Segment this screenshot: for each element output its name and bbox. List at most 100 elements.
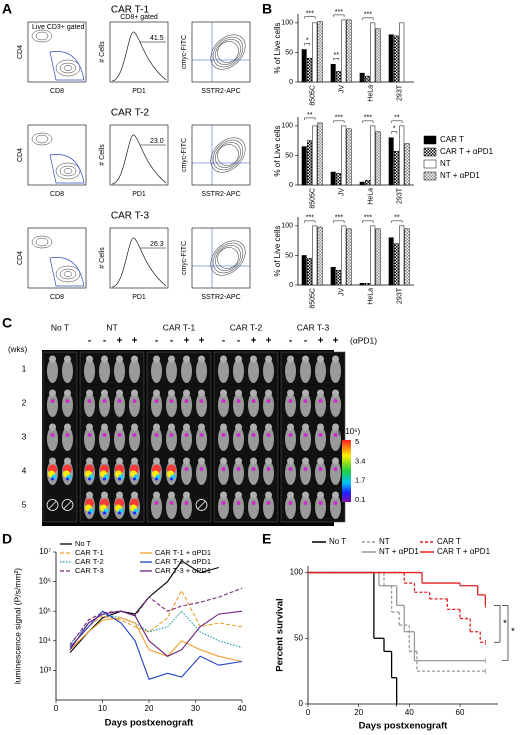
x-tick-label: 40: [238, 704, 247, 713]
pd1-percent: 23.0: [150, 138, 164, 145]
week-label: 3: [22, 431, 27, 441]
mouse-head: [287, 355, 294, 363]
signal: [184, 433, 189, 437]
axis-label: CD4: [17, 45, 24, 59]
gate: [49, 50, 85, 81]
bar: [364, 75, 370, 83]
panel-label: C: [2, 315, 12, 331]
signal: [266, 399, 271, 403]
signal: [184, 399, 189, 403]
mouse-head: [198, 423, 205, 431]
legend-label: No T: [75, 539, 92, 548]
mouse-head: [332, 389, 339, 397]
mouse: [218, 427, 229, 451]
signal: [303, 433, 308, 437]
x-tick-label: 20: [145, 704, 154, 713]
legend-label: NT + αPD1: [440, 171, 480, 180]
y-tick-label: 10⁷: [39, 547, 51, 556]
mouse: [248, 359, 259, 383]
x-tick-label: 40: [405, 708, 414, 717]
bar: [317, 122, 323, 186]
histogram: [111, 31, 167, 82]
mouse: [84, 359, 95, 383]
bar: [317, 226, 323, 286]
mouse-head: [153, 423, 160, 431]
mouse-head: [265, 457, 272, 465]
mouse-head: [265, 491, 272, 499]
sig-label: *: [511, 626, 515, 637]
contour: [210, 137, 246, 173]
y-tick-label: 100: [281, 223, 293, 230]
contour: [212, 242, 244, 274]
pd1-percent: 26.3: [150, 241, 164, 248]
signal: [333, 501, 338, 505]
mouse-head: [235, 457, 242, 465]
mouse: [151, 495, 162, 519]
sig-label: ***: [364, 215, 372, 222]
signal: [236, 399, 241, 403]
signal: [103, 477, 106, 481]
mouse-head: [220, 423, 227, 431]
mouse: [315, 461, 326, 485]
flow-plot: [191, 21, 251, 83]
mouse-head: [302, 389, 309, 397]
signal: [117, 399, 122, 403]
mouse: [84, 393, 95, 417]
mouse: [181, 461, 192, 485]
contour: [59, 165, 77, 177]
bar: [317, 21, 323, 83]
signal: [133, 477, 136, 481]
mouse-head: [86, 491, 93, 499]
legend-swatch: [423, 171, 437, 181]
signal: [318, 467, 323, 471]
mouse: [114, 359, 125, 383]
sig-bracket: [333, 120, 345, 123]
mouse: [218, 495, 229, 519]
legend-label: CAR T: [437, 537, 461, 546]
signal: [88, 477, 91, 481]
signal: [221, 399, 226, 403]
contour: [212, 36, 244, 68]
signal: [221, 501, 226, 505]
mouse: [330, 359, 341, 383]
line-series: [69, 587, 243, 646]
mouse-head: [265, 389, 272, 397]
mouse: [62, 427, 73, 451]
mouse: [248, 427, 259, 451]
axis-label: cmyc-FITC: [181, 35, 188, 69]
mouse: [263, 427, 274, 451]
group-name: NT: [106, 322, 117, 332]
mouse: [84, 427, 95, 451]
mouse: [315, 495, 326, 519]
bar: [330, 267, 336, 286]
mouse-head: [131, 457, 138, 465]
line-series: [69, 610, 243, 657]
y-tick-label: 0: [289, 282, 293, 289]
signal: [154, 399, 159, 403]
mouse-head: [49, 423, 56, 431]
bar: [388, 237, 394, 286]
week-label: 2: [22, 397, 27, 407]
mouse-head: [332, 355, 339, 363]
mouse-head: [198, 389, 205, 397]
signal: [288, 467, 293, 471]
signal: [221, 433, 226, 437]
mouse: [218, 461, 229, 485]
contour: [63, 65, 73, 71]
bar: [404, 143, 410, 186]
treatment-sign: -: [170, 336, 173, 347]
treatment-sign: +: [184, 336, 190, 347]
bar: [375, 28, 381, 83]
group-name: CAR T-2: [230, 322, 263, 332]
bar: [364, 180, 370, 186]
mouse: [263, 393, 274, 417]
signal: [318, 399, 323, 403]
bar: [404, 228, 410, 286]
signal: [303, 501, 308, 505]
bar: [306, 140, 312, 186]
mouse-head: [183, 355, 190, 363]
sig-label: ***: [364, 12, 372, 19]
signal: [87, 433, 92, 437]
mouse: [181, 359, 192, 383]
mouse-head: [153, 491, 160, 499]
